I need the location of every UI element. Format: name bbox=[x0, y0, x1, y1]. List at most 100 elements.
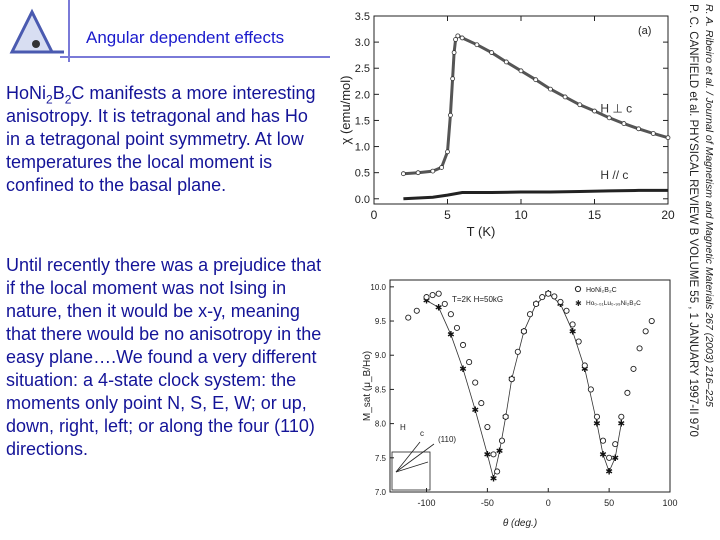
data-point bbox=[451, 50, 457, 55]
data-point-star: ✱ bbox=[484, 449, 492, 459]
data-point bbox=[401, 171, 406, 177]
data-point bbox=[415, 170, 421, 176]
data-point-circle bbox=[648, 317, 655, 325]
data-point bbox=[665, 135, 671, 141]
legend-marker-dilute: ✱ bbox=[575, 299, 582, 308]
data-point-star: ✱ bbox=[496, 446, 504, 456]
data-point-circle bbox=[429, 291, 436, 299]
paragraph-text: manifests a more interesting anisotropy.… bbox=[6, 83, 316, 195]
data-point-star: ✱ bbox=[593, 419, 601, 429]
data-point bbox=[533, 77, 539, 83]
y-tick-label: 9.0 bbox=[375, 351, 387, 360]
data-point-circle bbox=[484, 423, 491, 431]
y-tick-label: 7.5 bbox=[375, 454, 387, 463]
data-point-circle bbox=[593, 413, 601, 420]
data-point-circle bbox=[545, 290, 552, 297]
data-point-circle bbox=[490, 451, 497, 458]
legend-label-dilute: Ho₀.₀₁Lu₀.₉₉Ni₂B₂C bbox=[586, 300, 641, 307]
data-point-circle bbox=[612, 441, 619, 448]
data-point bbox=[562, 94, 568, 100]
y-tick-label: 8.5 bbox=[375, 385, 387, 394]
data-point-circle bbox=[618, 413, 625, 420]
x-tick-label: 5 bbox=[444, 208, 451, 222]
data-point-circle bbox=[459, 341, 467, 349]
formula-el: B bbox=[52, 83, 65, 103]
data-point-circle bbox=[539, 294, 546, 301]
x-tick-label: 20 bbox=[661, 208, 675, 222]
data-point-circle bbox=[581, 362, 588, 369]
data-point bbox=[450, 76, 456, 82]
data-point-circle bbox=[514, 348, 521, 355]
paragraph-clock-system: Until recently there was a prejudice tha… bbox=[6, 255, 322, 459]
data-point bbox=[439, 165, 445, 170]
data-point-circle bbox=[575, 338, 582, 345]
x-tick-label: 15 bbox=[588, 208, 602, 222]
data-point-circle bbox=[563, 307, 570, 314]
data-point-circle bbox=[498, 437, 506, 444]
formula-sub: 2 bbox=[64, 92, 72, 107]
data-point-star: ✱ bbox=[447, 330, 455, 340]
data-point-star: ✱ bbox=[435, 302, 443, 312]
data-point-circle bbox=[441, 300, 448, 307]
y-tick-label: 1.5 bbox=[355, 115, 370, 127]
inset-label-h: H bbox=[400, 423, 406, 432]
y-tick-label: 10.0 bbox=[370, 283, 386, 292]
y-tick-label: 8.0 bbox=[375, 420, 387, 429]
y-tick-label: 2.5 bbox=[355, 63, 370, 75]
data-point bbox=[453, 37, 458, 42]
data-point-circle bbox=[508, 376, 515, 383]
formula-el: C bbox=[71, 83, 85, 103]
plot-frame bbox=[389, 279, 671, 493]
data-point-circle bbox=[423, 294, 430, 301]
data-point-circle bbox=[520, 328, 527, 335]
data-point bbox=[606, 115, 612, 121]
data-point bbox=[621, 121, 627, 126]
formula-sub: 2 bbox=[46, 92, 53, 107]
inset-arrow-h bbox=[395, 461, 429, 473]
data-point-circle bbox=[557, 298, 564, 305]
y-axis-label: χ (emu/mol) bbox=[340, 76, 353, 145]
series-label-par: H // c bbox=[600, 168, 628, 182]
y-tick-label: 9.5 bbox=[375, 317, 387, 326]
slide-title: Angular dependent effects bbox=[86, 28, 285, 47]
y-tick-label: 3.5 bbox=[355, 11, 370, 23]
y-tick-label: 0.5 bbox=[355, 168, 370, 180]
data-point bbox=[489, 50, 495, 55]
data-point-circle bbox=[494, 468, 501, 475]
formula-el: Ho bbox=[6, 83, 30, 103]
data-point bbox=[503, 59, 509, 65]
inset-arrow-c bbox=[395, 443, 435, 473]
data-point bbox=[445, 149, 450, 155]
data-point bbox=[430, 168, 436, 174]
inset-label-c: c bbox=[420, 429, 424, 438]
data-point bbox=[650, 131, 656, 136]
inset-label-110: (110) bbox=[438, 435, 456, 444]
data-point-circle bbox=[642, 328, 649, 335]
y-tick-label: 0.0 bbox=[355, 194, 370, 206]
citations: P. C. CANFIELD et al. PHYSICAL REVIEW B … bbox=[687, 4, 715, 437]
data-point-circle bbox=[551, 293, 558, 300]
data-point-circle bbox=[502, 413, 509, 420]
data-point-circle bbox=[472, 379, 479, 386]
data-point-circle bbox=[636, 345, 643, 352]
data-point-circle bbox=[413, 307, 420, 314]
x-tick-label: 50 bbox=[604, 498, 614, 508]
data-point-star: ✱ bbox=[471, 405, 479, 415]
citation-ribeiro: R. A. Ribeiro et al. / Journal of Magnet… bbox=[703, 4, 715, 407]
data-point-circle bbox=[447, 311, 454, 318]
data-point-star: ✱ bbox=[569, 326, 577, 336]
panel-label: (a) bbox=[638, 25, 651, 37]
y-tick-label: 2.0 bbox=[355, 89, 370, 101]
data-point-star: ✱ bbox=[490, 473, 498, 483]
data-point bbox=[636, 126, 642, 132]
inset-arrow-110 bbox=[395, 441, 421, 473]
x-tick-label: 10 bbox=[514, 208, 528, 222]
data-point-circle bbox=[435, 290, 442, 297]
data-point-circle bbox=[466, 359, 473, 366]
data-point bbox=[455, 33, 461, 39]
x-tick-label: 0 bbox=[546, 498, 551, 508]
data-point-circle bbox=[478, 400, 485, 407]
data-point-circle bbox=[453, 324, 461, 331]
data-point-star: ✱ bbox=[599, 449, 607, 459]
data-point-circle bbox=[526, 311, 534, 318]
